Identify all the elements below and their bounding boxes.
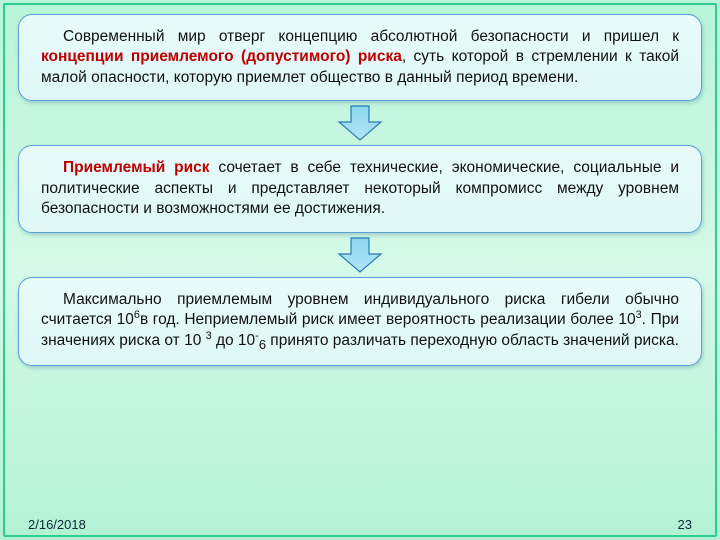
down-arrow-icon [337, 236, 383, 274]
c3-e: до 10 [212, 332, 256, 349]
card-2-text: Приемлемый риск сочетает в себе техничес… [41, 158, 679, 219]
c3-f: принято различать переходную область зна… [266, 332, 679, 349]
c3-sub6: 6 [259, 337, 266, 352]
down-arrow-icon [337, 104, 383, 142]
arrow-2-wrap [337, 233, 383, 277]
card-1-text: Современный мир отверг концепцию абсолют… [41, 27, 679, 88]
c1-part-a: Современный мир отверг концепцию абсолют… [63, 28, 679, 45]
card-2: Приемлемый риск сочетает в себе техничес… [18, 145, 702, 232]
content-stack: Современный мир отверг концепцию абсолют… [18, 14, 702, 366]
footer-page: 23 [678, 517, 692, 532]
footer: 2/16/2018 23 [28, 517, 692, 532]
card-1: Современный мир отверг концепцию абсолют… [18, 14, 702, 101]
c1-emphasis: концепции приемлемого (допустимого) риск… [41, 48, 402, 65]
arrow-1-wrap [337, 101, 383, 145]
card-3-text: Максимально приемлемым уровнем индивидуа… [41, 290, 679, 353]
c3-a: Максимально приемлемым уровнем индивидуа… [63, 291, 610, 308]
footer-date: 2/16/2018 [28, 517, 86, 532]
c2-emphasis: Приемлемый риск [63, 159, 210, 176]
card-3: Максимально приемлемым уровнем индивидуа… [18, 277, 702, 366]
c3-c: в год. Неприемлемый риск имеет вероятнос… [140, 311, 636, 328]
